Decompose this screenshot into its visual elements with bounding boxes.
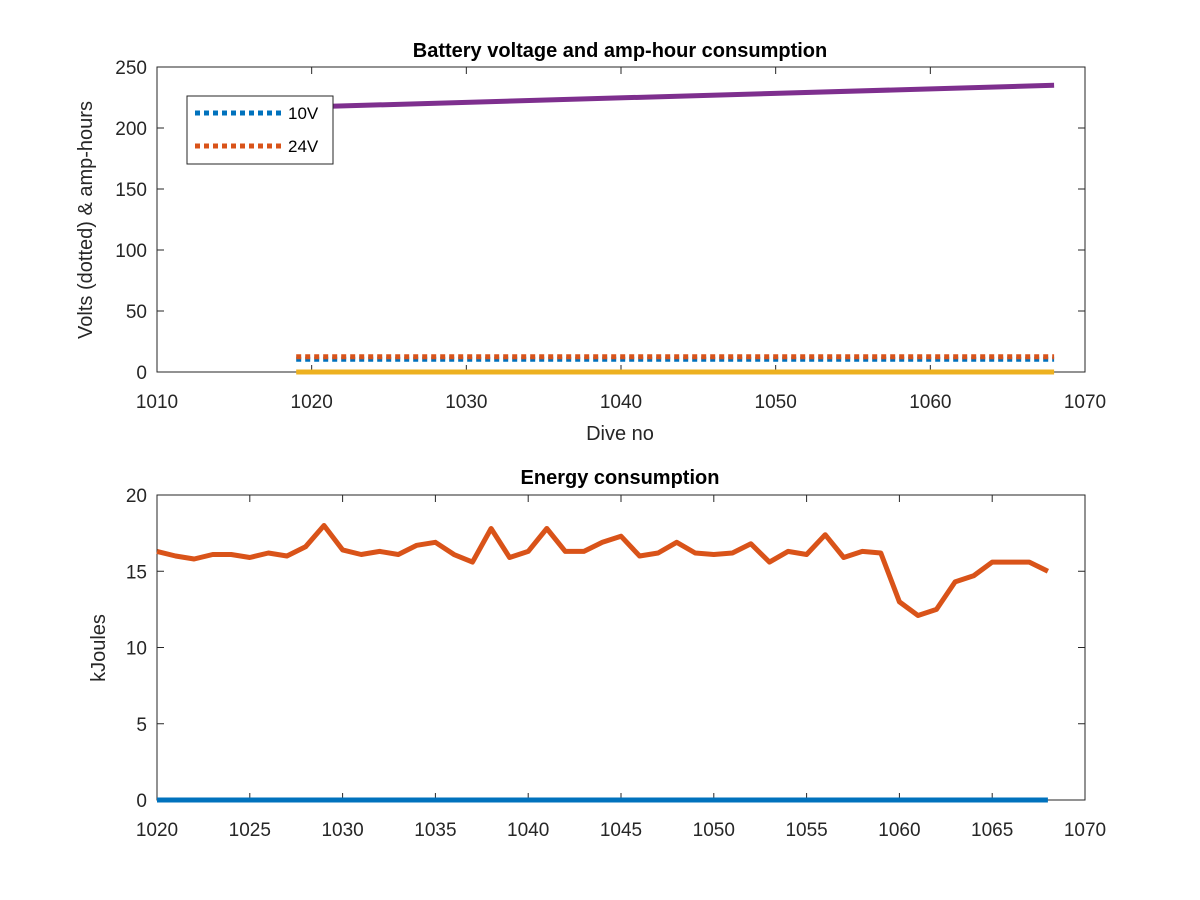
chart1-legend: 10V 24V [186, 95, 334, 165]
x-tick-label: 1020 [291, 392, 333, 413]
x-tick-label: 1030 [321, 820, 363, 841]
chart2-plot-area: 1020 1025 1030 1035 1040 1045 1050 1055 1060 1065… [126, 486, 1106, 841]
x-tick-label: 1035 [414, 820, 456, 841]
x-tick-label: 1010 [136, 392, 178, 413]
y-tick-label: 50 [126, 302, 147, 323]
y-tick-label: 5 [136, 715, 147, 736]
chart1-ylabel: Volts (dotted) & amp-hours [75, 101, 97, 339]
chart2-ylabel: kJoules [88, 614, 110, 682]
x-tick-label: 1040 [507, 820, 549, 841]
x-tick-label: 1030 [445, 392, 487, 413]
x-tick-label: 1070 [1064, 820, 1106, 841]
series-line-solid-2 [296, 82, 1055, 110]
y-tick-label: 250 [115, 58, 147, 79]
legend-box [186, 95, 334, 165]
y-tick-label: 100 [115, 241, 147, 262]
x-tick-label: 1065 [971, 820, 1013, 841]
x-tick-label: 1060 [878, 820, 920, 841]
y-tick-label: 10 [126, 639, 147, 660]
y-tick-label: 150 [115, 180, 147, 201]
chart-energy-consumption: Energy consumption kJoules 1020 1025 1030 1… [88, 467, 1106, 841]
y-tick-label: 0 [136, 363, 147, 384]
chart1-plot-area: 1010 1020 1030 1040 1050 1060 1070 0 50 100 150 200… [115, 58, 1106, 413]
x-tick-label: 1025 [229, 820, 271, 841]
x-tick-label: 1060 [909, 392, 951, 413]
x-tick-label: 1040 [600, 392, 642, 413]
legend-10v-label: 10V [288, 104, 319, 123]
y-tick-label: 0 [136, 791, 147, 812]
y-tick-label: 15 [126, 562, 147, 583]
chart1-title: Battery voltage and amp-hour consumption [413, 40, 827, 62]
x-tick-label: 1055 [785, 820, 827, 841]
x-tick-label: 1020 [136, 820, 178, 841]
chart2-title: Energy consumption [521, 467, 720, 489]
x-tick-label: 1070 [1064, 392, 1106, 413]
y-tick-label: 20 [126, 486, 147, 507]
chart1-xlabel: Dive no [586, 423, 654, 445]
series-line-solid-0 [156, 523, 1050, 618]
legend-24v-label: 24V [288, 137, 319, 156]
x-tick-label: 1050 [755, 392, 797, 413]
y-tick-label: 200 [115, 119, 147, 140]
chart-battery-voltage: Battery voltage and amp-hour consumption… [75, 40, 1106, 445]
x-tick-label: 1045 [600, 820, 642, 841]
x-tick-label: 1050 [693, 820, 735, 841]
